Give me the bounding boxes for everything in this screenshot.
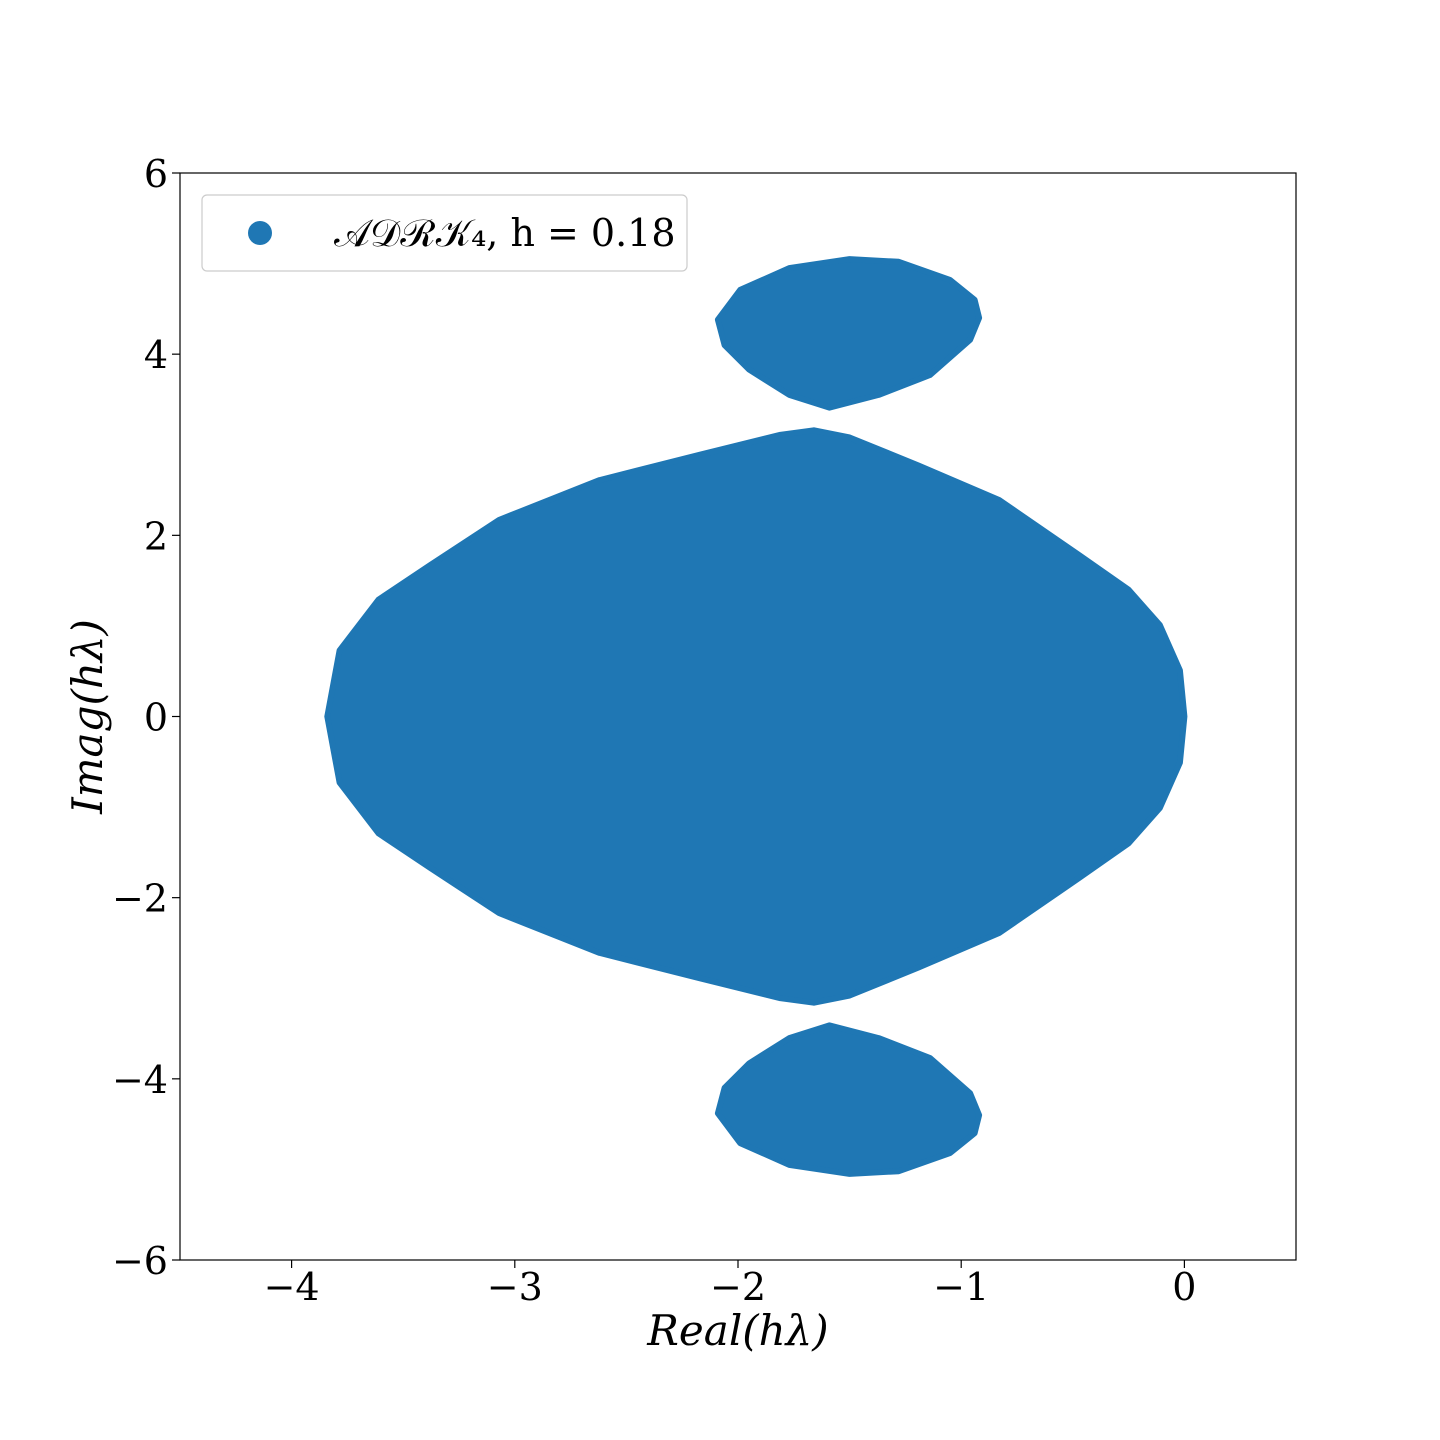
y-tick-label: −2 bbox=[112, 877, 168, 921]
y-tick-label: −6 bbox=[112, 1239, 168, 1283]
y-tick-label: 4 bbox=[144, 333, 168, 377]
y-tick-label: −4 bbox=[112, 1058, 168, 1102]
x-tick-label: −3 bbox=[487, 1265, 543, 1309]
y-tick-label: 0 bbox=[144, 696, 168, 740]
legend-label: 𝒜𝒟ℛ𝒦₄, h = 0.18 bbox=[334, 211, 676, 255]
x-tick-label: −2 bbox=[710, 1265, 766, 1309]
legend-marker bbox=[248, 221, 272, 245]
stability-region bbox=[324, 256, 1188, 1177]
x-axis-label: Real(hλ) bbox=[646, 1306, 828, 1355]
x-tick-label: −4 bbox=[264, 1265, 320, 1309]
x-tick-label: −1 bbox=[933, 1265, 989, 1309]
y-tick-label: 2 bbox=[144, 514, 168, 558]
x-tick-label: 0 bbox=[1172, 1265, 1196, 1309]
y-tick-label: 6 bbox=[144, 152, 168, 196]
y-axis-label: Imag(hλ) bbox=[63, 619, 112, 815]
legend-box bbox=[201, 194, 688, 272]
